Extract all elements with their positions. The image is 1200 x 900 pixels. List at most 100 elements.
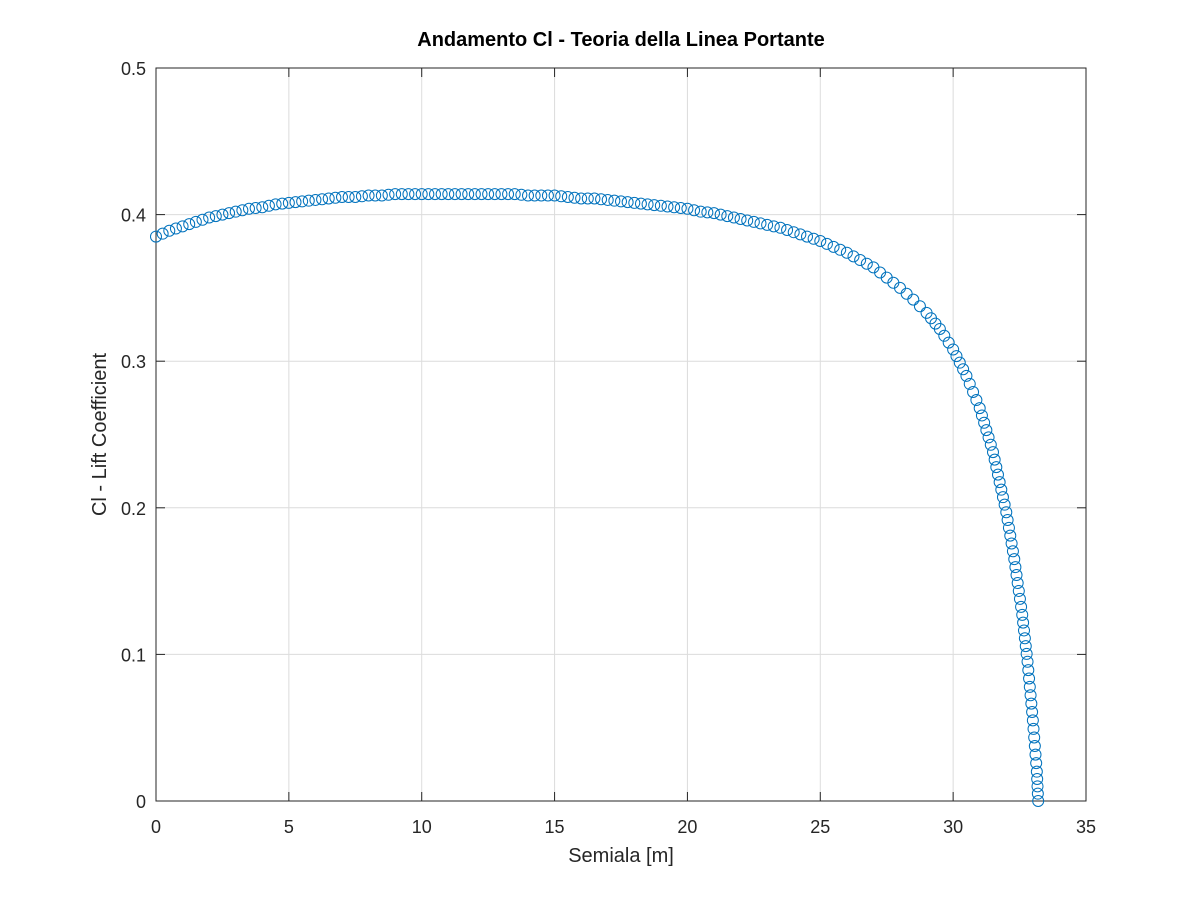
data-point: [548, 189, 561, 202]
data-point: [860, 257, 873, 270]
data-point: [938, 329, 951, 342]
data-point: [634, 197, 647, 210]
data-point: [1031, 780, 1044, 793]
data-point: [854, 254, 867, 267]
data-point: [950, 350, 963, 363]
data-point: [402, 188, 415, 201]
data-point: [694, 205, 707, 218]
data-point: [302, 194, 315, 207]
data-point: [1028, 731, 1041, 744]
data-point: [309, 193, 322, 206]
data-point: [991, 468, 1004, 481]
data-point: [296, 195, 309, 208]
data-point: [674, 202, 687, 214]
data-point: [734, 213, 747, 225]
data-point: [970, 394, 983, 407]
data-point: [375, 189, 388, 202]
ticks-layer: 0 5 10 15 20 25 30 35 0 0.1 0.2 0.3 0.4 0.5: [121, 59, 1096, 837]
data-point: [243, 202, 255, 215]
data-point: [654, 199, 667, 212]
data-point: [588, 192, 601, 205]
data-point: [1020, 647, 1033, 660]
data-point: [256, 201, 269, 214]
y-axis-label: Cl - Lift Coefficient: [89, 353, 111, 516]
y-tick-label: 0.2: [121, 499, 146, 519]
y-tick-label: 0.1: [121, 645, 146, 665]
data-point: [1026, 714, 1039, 727]
data-point: [555, 190, 568, 203]
data-point: [316, 193, 329, 206]
data-point: [322, 192, 335, 205]
data-point: [978, 416, 991, 429]
data-point: [957, 363, 970, 376]
data-point: [681, 202, 694, 215]
data-point: [708, 207, 720, 220]
chart-title: Andamento Cl - Teoria della Linea Portan…: [417, 29, 824, 51]
data-point: [1022, 664, 1035, 677]
x-axis-label: Semiala [m]: [568, 845, 674, 867]
data-point: [455, 188, 468, 201]
data-point: [995, 483, 1008, 496]
data-point: [963, 377, 976, 390]
data-point: [448, 188, 461, 201]
data-point: [355, 190, 368, 203]
y-tick-label: 0.4: [121, 206, 146, 226]
data-point: [422, 188, 435, 201]
data-point: [827, 240, 840, 253]
data-point: [1021, 655, 1034, 668]
data-point: [1000, 506, 1013, 519]
data-point: [395, 188, 408, 201]
data-point: [581, 192, 594, 205]
data-point: [947, 343, 960, 356]
data-point: [475, 188, 488, 201]
data-point: [289, 196, 302, 209]
x-tick-label: 5: [284, 817, 294, 837]
x-tick-label: 10: [412, 817, 432, 837]
data-point: [515, 188, 528, 201]
data-point: [216, 208, 229, 221]
data-point: [1030, 757, 1043, 770]
y-tick-label: 0.3: [121, 352, 146, 372]
data-point: [482, 188, 495, 201]
x-tick-label: 0: [151, 817, 161, 837]
data-point: [1018, 632, 1031, 645]
data-point: [1015, 600, 1028, 613]
data-point: [1028, 740, 1041, 753]
data-point: [189, 215, 202, 228]
data-point: [595, 193, 608, 206]
data-point: [196, 213, 209, 226]
data-point: [528, 189, 541, 202]
data-point: [575, 192, 588, 205]
data-point: [980, 424, 993, 437]
data-point: [435, 188, 448, 201]
data-point: [1008, 553, 1021, 566]
data-point: [442, 188, 455, 201]
data-point: [1001, 514, 1014, 527]
data-point: [987, 446, 999, 459]
data-point: [1029, 748, 1042, 761]
data-point: [282, 196, 295, 209]
data-point: [203, 211, 216, 224]
data-point: [236, 204, 249, 217]
data-point: [382, 188, 395, 201]
data-point: [1010, 569, 1023, 582]
data-point: [1012, 584, 1025, 597]
data-point: [975, 409, 988, 422]
data-point: [1011, 576, 1024, 589]
data-point: [488, 188, 501, 201]
data-point: [468, 188, 481, 201]
x-tick-label: 15: [545, 817, 565, 837]
y-tick-label: 0.5: [121, 59, 146, 79]
data-point: [988, 453, 1001, 466]
data-point: [661, 200, 674, 213]
data-point: [794, 228, 807, 241]
data-point: [561, 191, 574, 204]
data-point: [1004, 529, 1017, 542]
data-point: [1030, 765, 1043, 778]
data-point: [389, 188, 402, 201]
data-point: [269, 198, 282, 211]
data-point: [223, 207, 236, 220]
data-point: [495, 188, 508, 201]
data-point: [209, 210, 222, 223]
data-point: [1026, 705, 1039, 718]
